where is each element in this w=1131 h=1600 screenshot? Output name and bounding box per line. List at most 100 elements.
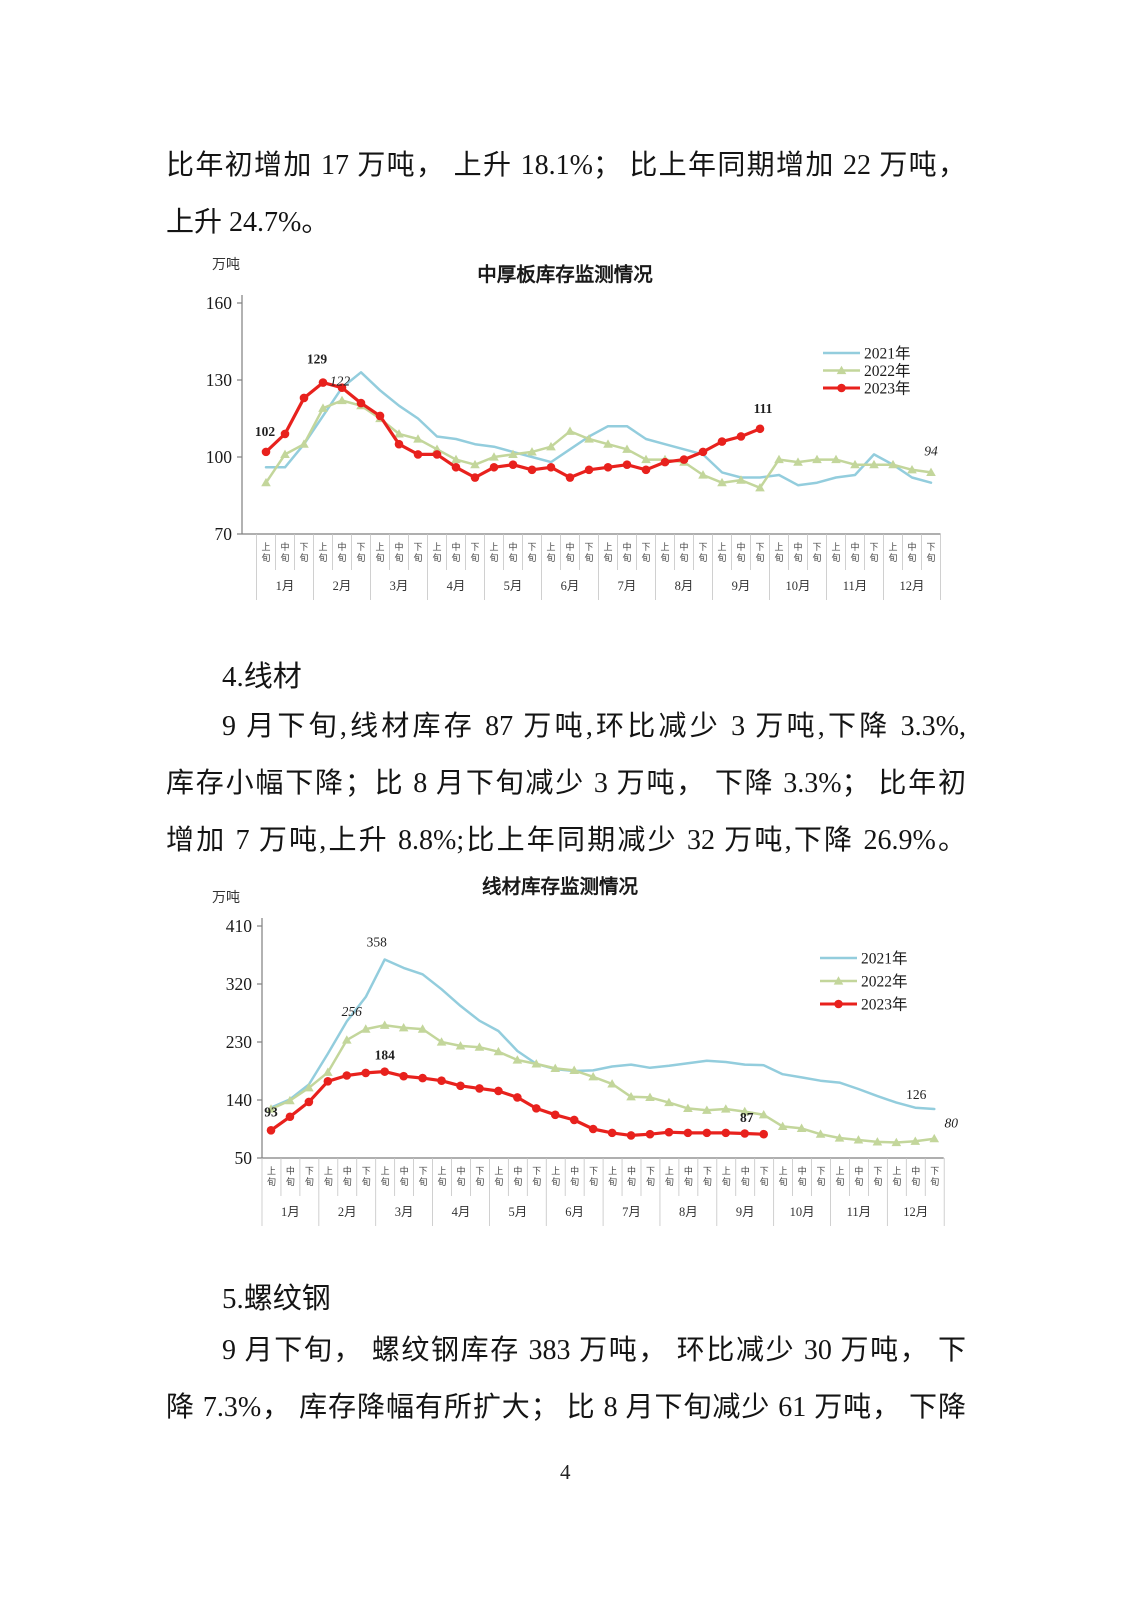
- svg-text:中: 中: [911, 1165, 920, 1176]
- svg-text:12月: 12月: [903, 1205, 928, 1219]
- svg-text:下: 下: [869, 542, 878, 552]
- svg-text:87: 87: [740, 1110, 754, 1125]
- svg-text:5月: 5月: [508, 1205, 527, 1219]
- svg-text:旬: 旬: [438, 1176, 447, 1187]
- svg-text:上: 上: [774, 542, 783, 552]
- svg-text:中: 中: [508, 541, 517, 552]
- svg-text:下: 下: [532, 1166, 541, 1176]
- svg-text:旬: 旬: [911, 1176, 920, 1187]
- svg-text:上: 上: [546, 542, 555, 552]
- svg-text:旬: 旬: [698, 552, 707, 563]
- svg-text:旬: 旬: [280, 552, 289, 563]
- svg-text:旬: 旬: [456, 1176, 465, 1187]
- svg-text:旬: 旬: [513, 1176, 522, 1187]
- svg-text:上: 上: [892, 1166, 901, 1176]
- svg-text:7月: 7月: [622, 1205, 641, 1219]
- svg-text:5月: 5月: [504, 579, 523, 593]
- section-heading-rebar: 5.螺纹钢: [222, 1283, 331, 1315]
- svg-text:旬: 旬: [679, 552, 688, 563]
- svg-text:上: 上: [318, 542, 327, 552]
- rebar-line-1: 9 月下旬， 螺纹钢库存 383 万吨， 环比减少 30 万吨， 下: [222, 1335, 966, 1366]
- svg-text:中: 中: [793, 541, 802, 552]
- svg-text:中: 中: [451, 541, 460, 552]
- svg-text:旬: 旬: [419, 1176, 428, 1187]
- svg-text:下: 下: [419, 1166, 428, 1176]
- intro-line-2: 上升 24.7%。: [166, 207, 330, 238]
- svg-text:旬: 旬: [779, 1176, 788, 1187]
- svg-text:旬: 旬: [641, 552, 650, 563]
- svg-text:旬: 旬: [532, 1176, 541, 1187]
- svg-text:10月: 10月: [785, 579, 810, 593]
- svg-text:上: 上: [261, 542, 270, 552]
- svg-text:旬: 旬: [475, 1176, 484, 1187]
- svg-text:下: 下: [930, 1166, 939, 1176]
- svg-text:6月: 6月: [561, 579, 580, 593]
- svg-text:2022年: 2022年: [864, 362, 911, 380]
- wire-rod-line-1: 9 月下旬,线材库存 87 万吨,环比减少 3 万吨,下降 3.3%,: [222, 711, 966, 742]
- svg-text:中: 中: [684, 1165, 693, 1176]
- intro-line-1: 比年初增加 17 万吨， 上升 18.1%； 比上年同期增加 22 万吨，: [166, 150, 966, 181]
- svg-text:下: 下: [299, 542, 308, 552]
- svg-text:旬: 旬: [508, 552, 517, 563]
- svg-text:中: 中: [854, 1165, 863, 1176]
- svg-text:上: 上: [489, 542, 498, 552]
- svg-text:旬: 旬: [722, 1176, 731, 1187]
- svg-text:102: 102: [255, 424, 276, 439]
- svg-text:旬: 旬: [717, 552, 726, 563]
- svg-text:2021年: 2021年: [864, 345, 911, 363]
- svg-text:旬: 旬: [760, 1176, 769, 1187]
- svg-text:230: 230: [226, 1032, 253, 1052]
- svg-text:下: 下: [703, 1166, 712, 1176]
- svg-text:9月: 9月: [736, 1205, 755, 1219]
- svg-text:旬: 旬: [741, 1176, 750, 1187]
- svg-text:2月: 2月: [333, 579, 352, 593]
- svg-text:上: 上: [438, 1166, 447, 1176]
- svg-text:旬: 旬: [888, 552, 897, 563]
- svg-text:旬: 旬: [684, 1176, 693, 1187]
- svg-text:旬: 旬: [812, 552, 821, 563]
- svg-text:3月: 3月: [395, 1205, 414, 1219]
- svg-text:130: 130: [206, 370, 233, 390]
- svg-text:7月: 7月: [618, 579, 637, 593]
- svg-text:旬: 旬: [774, 552, 783, 563]
- svg-text:111: 111: [754, 401, 773, 416]
- svg-text:下: 下: [470, 542, 479, 552]
- svg-text:80: 80: [945, 1116, 959, 1131]
- svg-text:下: 下: [589, 1166, 598, 1176]
- svg-text:中: 中: [736, 541, 745, 552]
- svg-text:旬: 旬: [343, 1176, 352, 1187]
- svg-text:上: 上: [375, 542, 384, 552]
- svg-text:旬: 旬: [375, 552, 384, 563]
- svg-text:下: 下: [641, 542, 650, 552]
- svg-text:旬: 旬: [907, 552, 916, 563]
- svg-text:中: 中: [798, 1165, 807, 1176]
- svg-text:旬: 旬: [850, 552, 859, 563]
- svg-text:旬: 旬: [400, 1176, 409, 1187]
- svg-text:旬: 旬: [755, 552, 764, 563]
- svg-text:旬: 旬: [665, 1176, 674, 1187]
- svg-text:旬: 旬: [565, 552, 574, 563]
- svg-text:旬: 旬: [793, 552, 802, 563]
- svg-text:旬: 旬: [869, 552, 878, 563]
- rebar-line-2: 降 7.3%， 库存降幅有所扩大； 比 8 月下旬减少 61 万吨， 下降: [166, 1392, 966, 1423]
- svg-text:6月: 6月: [565, 1205, 584, 1219]
- svg-text:2023年: 2023年: [864, 380, 911, 398]
- svg-text:旬: 旬: [627, 1176, 636, 1187]
- svg-text:140: 140: [226, 1090, 253, 1110]
- svg-text:320: 320: [226, 974, 253, 994]
- svg-text:2023年: 2023年: [861, 996, 908, 1014]
- svg-text:旬: 旬: [570, 1176, 579, 1187]
- svg-text:下: 下: [698, 542, 707, 552]
- svg-text:旬: 旬: [930, 1176, 939, 1187]
- svg-text:旬: 旬: [381, 1176, 390, 1187]
- svg-text:中: 中: [400, 1165, 409, 1176]
- svg-text:12月: 12月: [899, 579, 924, 593]
- svg-text:上: 上: [665, 1166, 674, 1176]
- svg-text:上: 上: [267, 1166, 276, 1176]
- svg-text:万吨: 万吨: [212, 257, 240, 273]
- svg-text:中: 中: [679, 541, 688, 552]
- svg-text:中: 中: [343, 1165, 352, 1176]
- wire-rod-inventory-chart: 50140230320410上旬中旬下旬上旬中旬下旬上旬中旬下旬上旬中旬下旬上旬…: [212, 875, 959, 1226]
- svg-text:旬: 旬: [835, 1176, 844, 1187]
- svg-text:旬: 旬: [892, 1176, 901, 1187]
